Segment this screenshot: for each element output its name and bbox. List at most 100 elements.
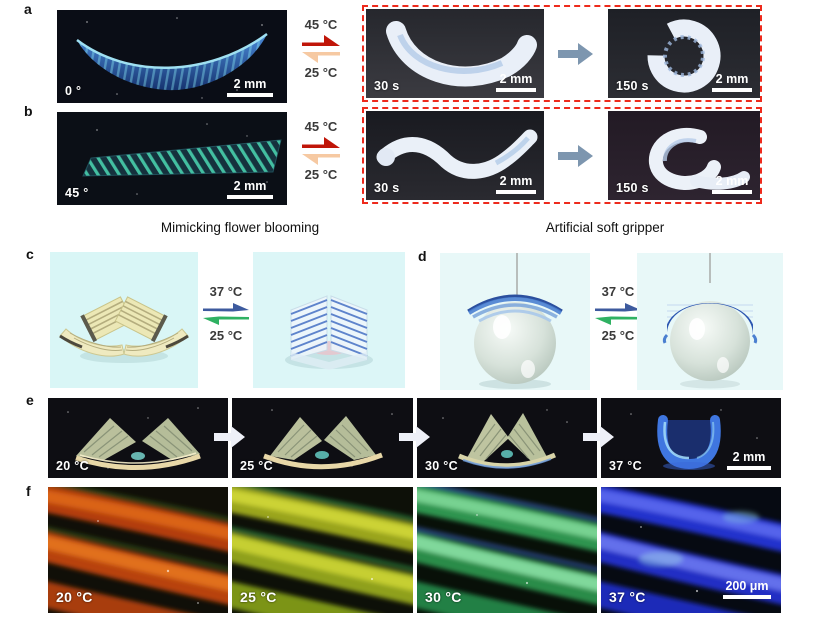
scalebar-label: 2 mm [499, 174, 533, 188]
panel-b-scalebar: 2 mm [227, 179, 273, 199]
panel-b-30s-scalebar: 2 mm [496, 174, 536, 194]
panel-b-letter: b [24, 103, 33, 119]
panel-e-temp-label: 20 °C [56, 459, 89, 473]
panel-a-150s-photo: 150 s 2 mm [608, 9, 760, 98]
gripper-on-sphere-graphic [467, 253, 563, 389]
scalebar-bar [712, 88, 752, 92]
scalebar-label: 2 mm [499, 72, 533, 86]
panel-b-temp-cycle: 45 °C 25 °C [294, 119, 348, 183]
panel-a-30s-photo: 30 s 2 mm [366, 9, 544, 98]
scalebar-bar [727, 466, 771, 470]
curled-hook-150s-graphic [648, 127, 750, 190]
open-flower-graphic [59, 296, 189, 363]
panel-f-scalebar: 200 μm [723, 579, 771, 599]
heating-arrow-icon [595, 303, 641, 312]
panel-d-closed-gripper-render [637, 253, 783, 390]
panel-d-temp-high: 37 °C [601, 284, 635, 299]
panel-a-temp-low: 25 °C [304, 65, 338, 80]
panel-c-temp-low: 25 °C [209, 328, 243, 343]
curved-blue-strip-graphic [76, 17, 268, 99]
panel-a-highlight-box [362, 5, 762, 102]
panel-a-temp-cycle: 45 °C 25 °C [294, 17, 348, 81]
panel-b-highlight-box [362, 107, 762, 204]
panel-a-150s-scalebar: 2 mm [712, 72, 752, 92]
panel-b-angle-label: 45 ° [65, 186, 89, 200]
panel-f-frame-25c: 25 °C [232, 487, 413, 613]
scalebar-bar [712, 190, 752, 194]
panel-e-frame-30c: 30 °C [417, 398, 597, 478]
scalebar-label: 200 μm [725, 579, 769, 593]
panel-f-temp-label: 37 °C [609, 589, 646, 605]
panel-f-frame-30c: 30 °C [417, 487, 597, 613]
panel-b-sample-photo: 45 ° 2 mm [57, 112, 287, 205]
scalebar-label: 2 mm [732, 450, 766, 464]
heating-arrow-icon [203, 303, 249, 312]
scalebar-label: 2 mm [233, 179, 267, 193]
panel-f-temp-label: 25 °C [240, 589, 277, 605]
panel-b-30s-label: 30 s [374, 181, 400, 195]
twisting-strip-30s-graphic [376, 129, 538, 179]
panel-d-open-gripper-render [440, 253, 590, 390]
panel-a-30s-scalebar: 2 mm [496, 72, 536, 92]
panel-e-scalebar: 2 mm [727, 450, 771, 470]
scalebar-bar [227, 195, 273, 199]
next-step-arrow-icon [558, 145, 593, 167]
panel-c-title: Mimicking flower blooming [160, 220, 320, 235]
panel-e-temp-label: 30 °C [425, 459, 458, 473]
panel-e-temp-label: 25 °C [240, 459, 273, 473]
panel-d-title: Artificial soft gripper [545, 220, 665, 235]
panel-f-letter: f [26, 483, 31, 499]
panel-a-scalebar-label: 2 mm [233, 77, 267, 91]
curled-ring-150s-graphic [647, 19, 721, 93]
heating-arrow-icon [302, 137, 340, 148]
striped-flat-strip-graphic [82, 123, 282, 195]
cooling-arrow-icon [302, 154, 340, 165]
panel-b-30s-photo: 30 s 2 mm [366, 111, 544, 200]
panel-e-letter: e [26, 392, 34, 408]
sequence-arrow-icon [214, 426, 245, 448]
panel-e-frame-20c: 20 °C [48, 398, 228, 478]
flower-nearly-closed-graphic [442, 409, 568, 469]
panel-a-sample-photo: 0 ° 2 mm [57, 10, 287, 103]
flower-open-graphic [67, 407, 201, 470]
panel-a-temp-high: 45 °C [304, 17, 338, 32]
micrograph-green-stripes-graphic [417, 487, 597, 613]
panel-a-150s-label: 150 s [616, 79, 649, 93]
panel-d-temp-low: 25 °C [601, 328, 635, 343]
panel-f-temp-label: 20 °C [56, 589, 93, 605]
scalebar-bar [723, 595, 771, 599]
panel-d-letter: d [418, 248, 427, 264]
scalebar-bar [496, 190, 536, 194]
panel-a-angle-label: 0 ° [65, 84, 82, 98]
panel-b-temp-high: 45 °C [304, 119, 338, 134]
panel-e-frame-25c: 25 °C [232, 398, 413, 478]
panel-a-letter: a [24, 1, 32, 17]
flower-closing-graphic [263, 409, 393, 470]
panel-c-letter: c [26, 246, 34, 262]
micrograph-red-stripes-graphic [48, 487, 228, 613]
micrograph-yellow-stripes-graphic [232, 487, 413, 613]
panel-c-closed-render [253, 252, 405, 388]
cooling-arrow-icon [203, 316, 249, 325]
panel-a-scalebar: 2 mm [227, 77, 273, 97]
panel-b-150s-photo: 150 s 2 mm [608, 111, 760, 200]
scalebar-label: 2 mm [715, 174, 749, 188]
panel-f-frame-37c: 37 °C 200 μm [601, 487, 781, 613]
next-step-arrow-icon [558, 43, 593, 65]
panel-b-150s-scalebar: 2 mm [712, 174, 752, 194]
heating-arrow-icon [302, 35, 340, 46]
panel-e-frame-37c: 37 °C 2 mm [601, 398, 781, 478]
panel-f-temp-label: 30 °C [425, 589, 462, 605]
panel-a-30s-label: 30 s [374, 79, 400, 93]
panel-c-temp-high: 37 °C [209, 284, 243, 299]
panel-b-150s-label: 150 s [616, 181, 649, 195]
panel-c-open-render [50, 252, 198, 388]
panel-d-temp-cycle: 37 °C 25 °C [591, 284, 645, 344]
cooling-arrow-icon [302, 52, 340, 63]
gripper-holding-sphere-graphic [662, 253, 758, 389]
sequence-arrow-icon [399, 426, 430, 448]
sequence-arrow-icon [583, 426, 614, 448]
flower-closed-graphic [630, 409, 758, 470]
bending-strip-30s-graphic [386, 21, 537, 87]
